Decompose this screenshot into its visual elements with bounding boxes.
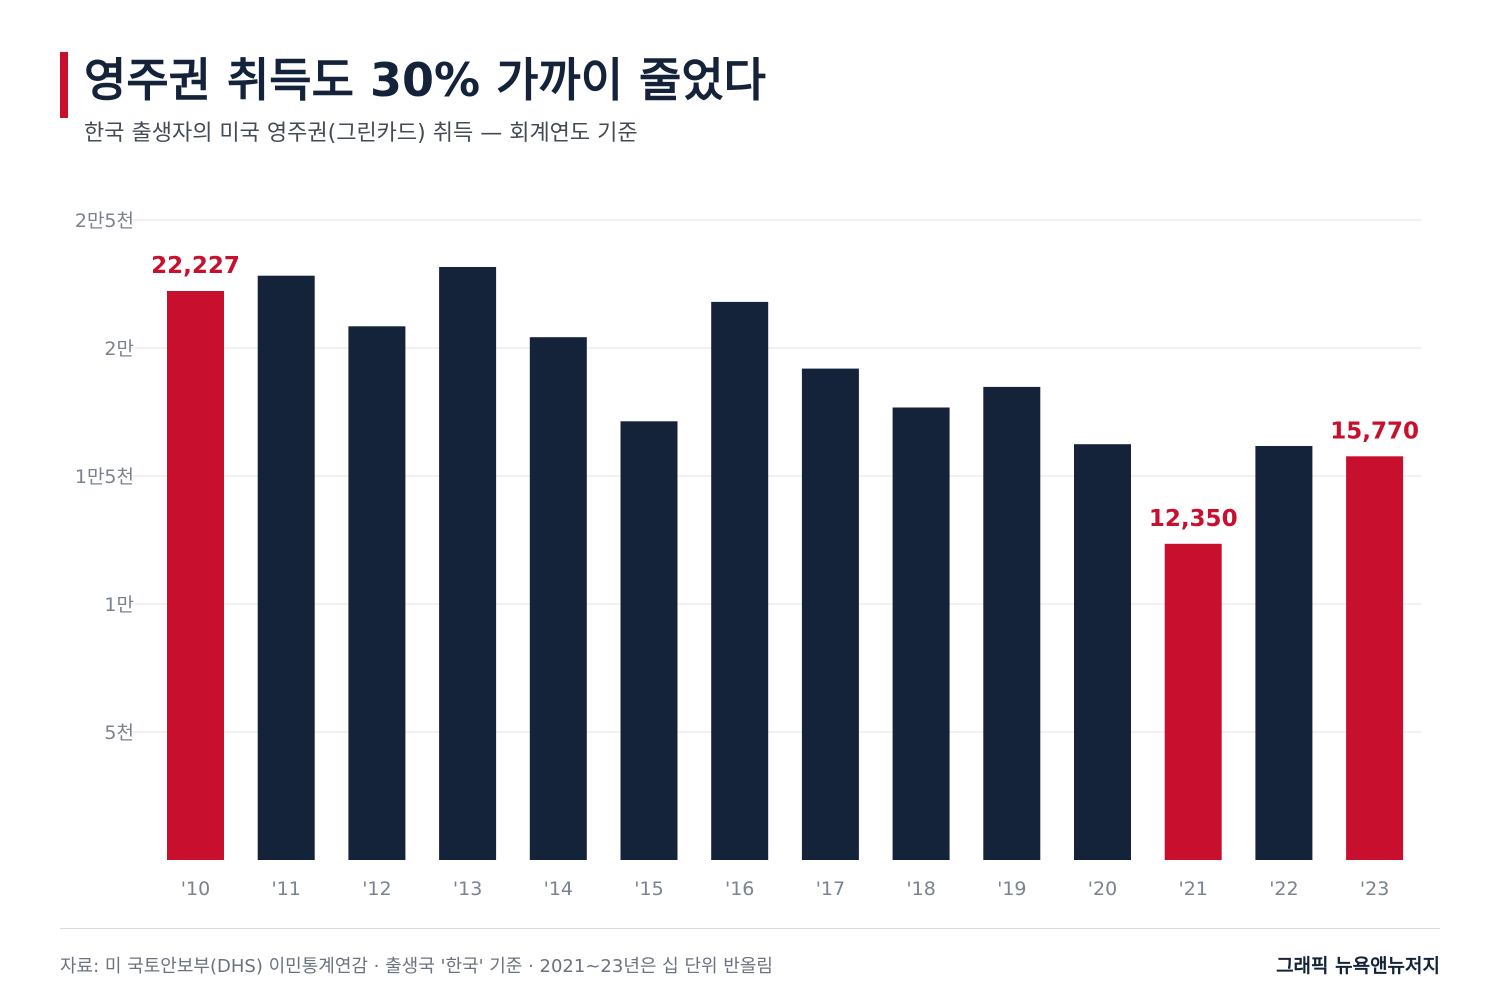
title-accent-bar <box>60 52 68 118</box>
y-tick-label: 2만 <box>104 338 134 360</box>
data-label: 15,770 <box>1330 418 1419 444</box>
bar-15 <box>620 421 678 860</box>
x-tick-label: '17 <box>816 878 845 900</box>
x-tick-label: '22 <box>1269 878 1298 900</box>
bar-17 <box>801 368 859 860</box>
bar-12 <box>348 326 406 860</box>
x-tick-label: '18 <box>906 878 935 900</box>
x-tick-label: '10 <box>181 878 210 900</box>
graphic-credit: 그래픽 뉴욕앤뉴저지 <box>1276 955 1440 977</box>
data-label: 12,350 <box>1149 506 1238 532</box>
bar-19 <box>983 386 1041 860</box>
chart-subtitle: 한국 출생자의 미국 영주권(그린카드) 취득 — 회계연도 기준 <box>84 121 638 146</box>
bar-layer <box>167 267 1404 860</box>
y-tick-label: 1만 <box>104 594 134 616</box>
bar-14 <box>529 337 587 860</box>
bar-21 <box>1164 543 1222 860</box>
x-tick-label: '13 <box>453 878 482 900</box>
footer-divider <box>60 928 1440 929</box>
x-tick-label: '12 <box>362 878 391 900</box>
x-tick-label: '23 <box>1360 878 1389 900</box>
x-tick-label: '20 <box>1088 878 1117 900</box>
y-tick-label: 2만5천 <box>75 210 134 232</box>
x-tick-label: '14 <box>544 878 573 900</box>
y-tick-label: 5천 <box>104 722 134 744</box>
bar-11 <box>257 275 315 860</box>
bar-18 <box>892 407 950 860</box>
y-tick-label: 1만5천 <box>75 466 134 488</box>
data-label: 22,227 <box>151 253 240 279</box>
x-tick-label: '15 <box>634 878 663 900</box>
x-tick-label: '19 <box>997 878 1026 900</box>
label-layer: '10 22,227 '11 '12 '13 '14 '15 '16 '17 '18 '19 '20 '… <box>151 253 1419 900</box>
bar-16 <box>711 301 769 860</box>
bar-23 <box>1346 456 1404 860</box>
bar-22 <box>1255 446 1313 860</box>
source-note: 자료: 미 국토안보부(DHS) 이민통계연감 · 출생국 '한국' 기준 · … <box>60 956 773 977</box>
chart-title: 영주권 취득도 30% 가까이 줄었다 <box>84 53 767 107</box>
bar-10 <box>167 291 224 860</box>
bar-13 <box>439 267 497 860</box>
x-tick-label: '11 <box>271 878 300 900</box>
x-tick-label: '16 <box>725 878 754 900</box>
bar-20 <box>1074 444 1131 860</box>
x-tick-label: '21 <box>1178 878 1207 900</box>
